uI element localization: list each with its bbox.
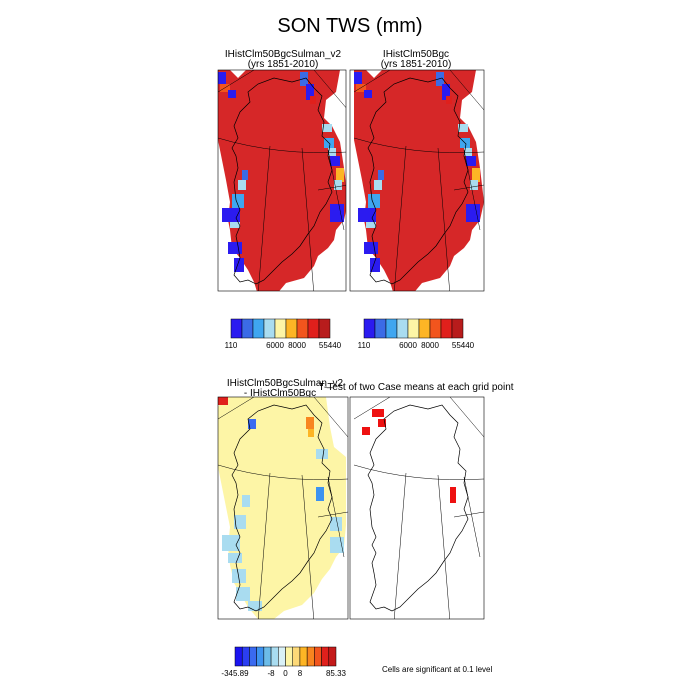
panel-difference: IHistClm50BgcSulman_v2 - IHistClm50Bgc	[218, 378, 348, 622]
colorbar-swatch	[314, 647, 321, 666]
colorbar-swatch	[235, 647, 242, 666]
grid-cell	[362, 427, 370, 435]
panel-c-map	[218, 397, 348, 622]
colorbar-swatch	[329, 647, 336, 666]
colorbar-swatch	[308, 319, 319, 338]
colorbar-tick-label: 0	[283, 669, 288, 678]
panel-b-map	[354, 70, 484, 295]
colorbar-tick-label: 6000	[399, 341, 417, 350]
colorbar-tick-label: 8000	[288, 341, 306, 350]
graticule-line	[464, 477, 480, 557]
colorbar-swatch	[286, 319, 297, 338]
grid-cell	[242, 495, 250, 507]
grid-cell	[228, 242, 242, 254]
colorbar-swatch	[408, 319, 419, 338]
colorbar-swatch	[264, 647, 271, 666]
grid-cell	[378, 170, 384, 180]
grid-cell	[228, 553, 242, 563]
colorbar-swatch	[249, 647, 256, 666]
significance-note: Cells are significant at 0.1 level	[382, 665, 493, 674]
grid-cell	[336, 168, 344, 182]
panel-a-map	[218, 70, 348, 295]
grid-cell	[316, 449, 328, 459]
colorbar-swatch	[375, 319, 386, 338]
colorbar-tick-label: 110	[358, 341, 371, 350]
colorbar-swatch	[257, 647, 264, 666]
grid-cell	[466, 156, 476, 166]
grid-cell	[372, 409, 384, 417]
grid-cell	[306, 417, 314, 429]
colorbar-tick-label: -345.89	[221, 669, 249, 678]
colorbar-swatch	[397, 319, 408, 338]
colorbar-swatch	[419, 319, 430, 338]
colorbar-swatch	[242, 319, 253, 338]
colorbar-swatch	[364, 319, 375, 338]
graticule-line	[450, 397, 484, 437]
colorbar-swatch	[319, 319, 330, 338]
colorbar-swatch	[430, 319, 441, 338]
grid-cell	[364, 242, 378, 254]
grid-cell	[472, 168, 480, 182]
colorbar-swatch	[271, 647, 278, 666]
colorbar-case-a: 110 6000 8000 55440	[225, 319, 342, 350]
colorbar-tick-label: 85.33	[326, 669, 347, 678]
colorbar-swatch	[264, 319, 275, 338]
colorbar-swatch	[242, 647, 249, 666]
colorbar-tick-label: 55440	[452, 341, 475, 350]
grid-cell	[218, 397, 228, 405]
colorbar-case-b: 110 6000 8000 55440	[358, 319, 475, 350]
grid-cell	[330, 156, 340, 166]
panel-case-b: IHistClm50Bgc (yrs 1851-2010)	[350, 49, 484, 295]
panel-case-a: IHistClm50BgcSulman_v2 (yrs 1851-2010)	[218, 49, 348, 295]
grid-cell	[248, 601, 262, 611]
grid-cell	[354, 72, 362, 84]
grid-cell	[316, 487, 324, 501]
grid-cell	[238, 180, 246, 190]
colorbar-swatch	[441, 319, 452, 338]
panel-d-map	[354, 397, 484, 622]
coastline	[368, 405, 468, 611]
colorbar-tick-label: -8	[268, 669, 276, 678]
grid-cell	[218, 72, 226, 84]
colorbar-tick-label: 55440	[319, 341, 342, 350]
grid-cell	[236, 587, 250, 601]
colorbar-swatch	[307, 647, 314, 666]
colorbar-swatch	[253, 319, 264, 338]
land-fill	[218, 397, 346, 619]
colorbar-swatch	[386, 319, 397, 338]
colorbar-swatch	[297, 319, 308, 338]
grid-cell	[308, 429, 314, 437]
colorbar-swatch	[278, 647, 285, 666]
panel-a-subtitle-line2: (yrs 1851-2010)	[248, 59, 319, 70]
grid-cell	[310, 96, 316, 104]
colorbar-tick-label: 6000	[266, 341, 284, 350]
colorbar-swatch	[452, 319, 463, 338]
figure-title: SON TWS (mm)	[277, 15, 422, 37]
graticule-line	[454, 512, 484, 517]
colorbar-difference: -345.89 -8 0 8 85.33	[221, 647, 346, 678]
panel-b-subtitle-line2: (yrs 1851-2010)	[381, 59, 452, 70]
colorbar-swatch	[322, 647, 329, 666]
colorbar-swatch	[286, 647, 293, 666]
grid-cell	[450, 487, 456, 503]
grid-cell	[330, 537, 344, 553]
graticule-line	[394, 473, 406, 622]
colorbar-swatch	[300, 647, 307, 666]
graticule-line	[438, 475, 450, 622]
colorbar-tick-label: 8	[298, 669, 303, 678]
grid-cell	[374, 180, 382, 190]
grid-cell	[364, 90, 372, 98]
colorbar-swatch	[293, 647, 300, 666]
colorbar-swatch	[231, 319, 242, 338]
grid-cell	[228, 90, 236, 98]
colorbar-tick-label: 110	[225, 341, 238, 350]
panel-d-title: T-Test of two Case means at each grid po…	[318, 382, 513, 393]
grid-cell	[242, 170, 248, 180]
grid-cell	[446, 96, 452, 104]
colorbar-tick-label: 8000	[421, 341, 439, 350]
graticule-line	[354, 465, 484, 480]
colorbar-swatch	[275, 319, 286, 338]
